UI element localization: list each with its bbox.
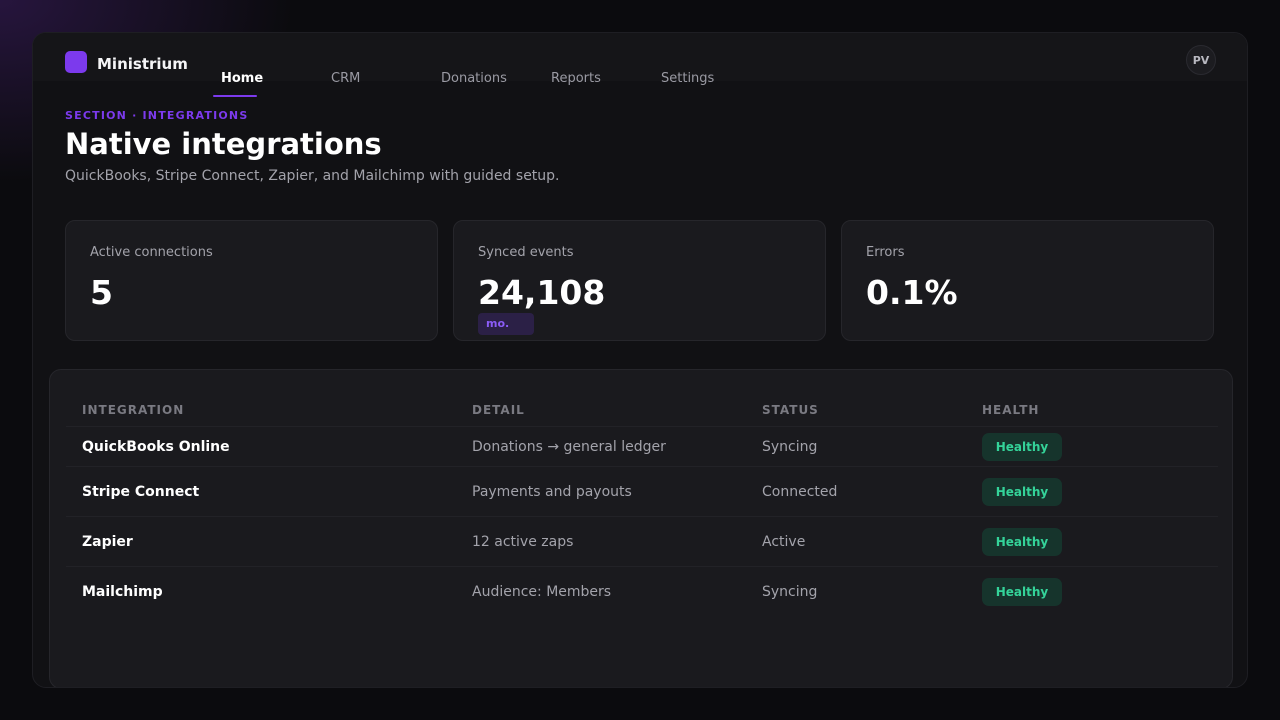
app-window: Ministrium Home CRM Donations Reports Se…: [32, 32, 1248, 688]
health-badge: Healthy: [982, 432, 1062, 461]
user-avatar[interactable]: PV: [1186, 45, 1216, 75]
integration-status: Syncing: [762, 438, 818, 455]
stat-value: 24,108: [478, 273, 606, 312]
stat-card-active-connections: Active connections 5: [65, 220, 438, 341]
integration-name: Zapier: [82, 533, 133, 550]
integrations-table: INTEGRATION DETAIL STATUS HEALTH QuickBo…: [49, 369, 1233, 687]
stat-label: Active connections: [90, 245, 213, 260]
nav-reports[interactable]: Reports: [551, 71, 601, 86]
health-badge: Healthy: [982, 577, 1062, 606]
nav-donations[interactable]: Donations: [441, 71, 507, 86]
column-header-status: STATUS: [762, 403, 819, 417]
table-row[interactable]: Mailchimp Audience: Members Syncing Heal…: [66, 566, 1218, 616]
integration-detail: Payments and payouts: [472, 483, 632, 500]
integration-detail: 12 active zaps: [472, 533, 574, 550]
health-badge: Healthy: [982, 477, 1062, 506]
stat-value: 0.1%: [866, 273, 958, 312]
integration-detail: Audience: Members: [472, 583, 612, 600]
nav-settings[interactable]: Settings: [661, 71, 715, 86]
section-label: SECTION · INTEGRATIONS: [65, 109, 249, 122]
table-row[interactable]: QuickBooks Online Donations → general le…: [66, 426, 1218, 466]
column-header-detail: DETAIL: [472, 403, 525, 417]
stat-card-errors: Errors 0.1%: [841, 220, 1214, 341]
app-name: Ministrium: [97, 55, 188, 73]
integration-name: Mailchimp: [82, 583, 163, 600]
period-badge: mo.: [478, 313, 534, 335]
integration-status: Connected: [762, 483, 838, 500]
health-badge: Healthy: [982, 527, 1062, 556]
column-header-health: HEALTH: [982, 403, 1040, 417]
stat-label: Errors: [866, 245, 905, 260]
table-row[interactable]: Stripe Connect Payments and payouts Conn…: [66, 466, 1218, 516]
integration-status: Syncing: [762, 583, 818, 600]
nav-active-indicator: [213, 95, 257, 97]
stat-card-synced-events: Synced events 24,108 mo.: [453, 220, 826, 341]
top-bar: [33, 33, 1247, 81]
table-row[interactable]: Zapier 12 active zaps Active Healthy: [66, 516, 1218, 566]
page-subtitle: QuickBooks, Stripe Connect, Zapier, and …: [65, 168, 560, 184]
app-logo-icon[interactable]: [65, 51, 87, 73]
stat-value: 5: [90, 273, 113, 312]
integration-name: QuickBooks Online: [82, 438, 230, 455]
nav-home[interactable]: Home: [221, 71, 264, 86]
column-header-integration: INTEGRATION: [82, 403, 185, 417]
integration-detail: Donations → general ledger: [472, 438, 666, 455]
page-title: Native integrations: [65, 127, 382, 161]
stat-label: Synced events: [478, 245, 574, 260]
nav-crm[interactable]: CRM: [331, 71, 361, 86]
integration-status: Active: [762, 533, 806, 550]
integration-name: Stripe Connect: [82, 483, 200, 500]
